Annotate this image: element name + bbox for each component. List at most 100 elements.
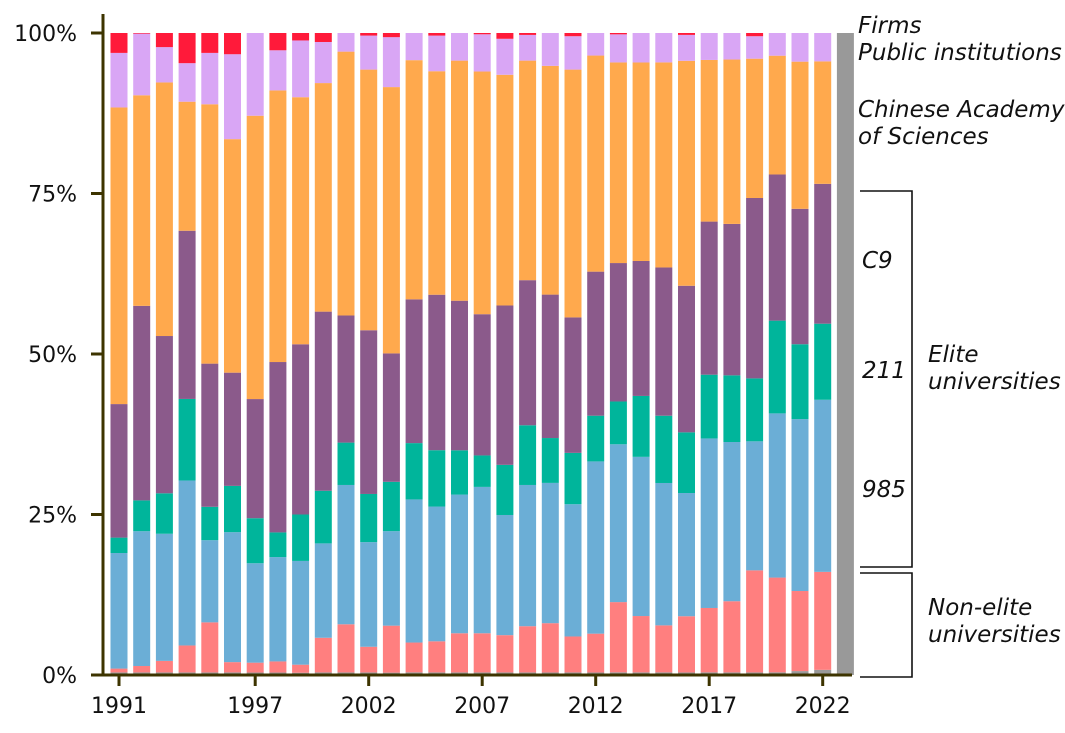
bar-public-2020 (768, 33, 786, 56)
bar-c9-1998 (269, 362, 287, 533)
bar-c211-1995 (201, 506, 219, 541)
bar-c211-2012 (587, 415, 605, 462)
bar-c985-1993 (155, 533, 173, 661)
label-985: 985 (862, 477, 906, 503)
bar-c985-2009 (519, 484, 537, 627)
bar-cas-1993 (155, 82, 173, 337)
bar-c9-1999 (292, 344, 310, 515)
bar-c9-2020 (768, 174, 786, 321)
annotations: Firms Public institutions Chinese Academ… (858, 13, 1065, 678)
bar-cas-1994 (178, 101, 196, 231)
bar-c985-1994 (178, 480, 196, 646)
bar-public-2001 (337, 33, 355, 52)
bar-cas-2021 (791, 61, 809, 209)
bar-public-2008 (496, 38, 514, 75)
bar-public-1996 (224, 54, 241, 140)
bar-nonelite-2007 (473, 633, 491, 673)
bar-cas-1998 (269, 90, 287, 363)
label-public-institutions: Public institutions (858, 40, 1062, 66)
bar-public-2005 (428, 35, 446, 72)
bar-c985-2002 (360, 542, 378, 647)
bar-c985-1999 (292, 560, 310, 665)
bar-c211-2011 (564, 452, 582, 505)
bar-nonelite-2003 (382, 625, 400, 673)
bar-nonelite-2000 (314, 637, 332, 673)
label-elite-line2: universities (928, 369, 1061, 395)
x-tick-label: 2002 (341, 694, 397, 719)
bar-public-2002 (360, 35, 378, 70)
bar-nonelite-1997 (246, 662, 264, 673)
bar-firms-1998 (269, 33, 287, 51)
bar-other-2023 (836, 33, 854, 675)
bar-c211-2006 (451, 450, 468, 495)
bar-c985-2021 (791, 419, 809, 591)
bar-firms-2002 (360, 33, 378, 36)
label-nonelite-line2: universities (928, 622, 1061, 648)
bar-c985-2005 (428, 506, 446, 642)
bar-c9-2022 (814, 183, 832, 324)
bar-c211-2014 (632, 395, 650, 457)
bar-c985-1997 (246, 563, 264, 663)
bar-c9-2019 (746, 197, 764, 379)
bar-cas-2014 (632, 62, 650, 261)
label-c9: C9 (862, 248, 893, 274)
bar-c9-2007 (473, 314, 491, 456)
bar-firms-1991 (110, 33, 128, 53)
bar-nonelite-1999 (292, 664, 310, 673)
bar-c211-1994 (178, 398, 196, 481)
bar-cas-2013 (609, 62, 627, 264)
bar-c985-1995 (201, 540, 219, 623)
label-nonelite-line1: Non-elite (928, 595, 1032, 621)
label-firms: Firms (858, 13, 921, 39)
bar-c985-2018 (723, 442, 741, 602)
bar-firms-1995 (201, 33, 219, 53)
bar-c211-2022 (814, 323, 832, 400)
bar-firms-2000 (314, 33, 332, 42)
bar-public-2018 (723, 33, 741, 60)
bar-c211-2021 (791, 344, 809, 420)
bar-c211-1997 (246, 518, 264, 564)
bar-c9-2014 (632, 260, 650, 396)
bar-c9-2009 (519, 280, 537, 426)
bar-c211-1996 (224, 485, 241, 533)
bar-firms-2005 (428, 33, 446, 36)
bar-c211-2019 (746, 378, 764, 442)
bar-c211-2015 (655, 415, 673, 483)
bar-nonelite-2005 (428, 641, 446, 673)
bar-c985-2008 (496, 514, 514, 636)
bar-nonelite-1993 (155, 660, 173, 673)
bar-c985-2007 (473, 486, 491, 634)
bar-nonelite-2010 (541, 623, 559, 673)
bar-nonelite-2015 (655, 625, 673, 673)
bar-cas-2016 (678, 60, 695, 286)
y-tick-label: 75% (28, 183, 77, 208)
bar-cas-2015 (655, 62, 673, 268)
bar-c985-2019 (746, 441, 764, 571)
bar-firms-1994 (178, 33, 196, 64)
x-tick-label: 2012 (568, 694, 624, 719)
bar-public-2015 (655, 33, 673, 63)
bar-c211-1998 (269, 532, 287, 558)
bar-cas-2018 (723, 59, 741, 224)
bar-c211-2001 (337, 442, 355, 485)
bar-other-2021 (791, 671, 809, 675)
bar-c9-1991 (110, 404, 128, 538)
bar-firms-2008 (496, 33, 514, 39)
bar-c9-2021 (791, 208, 809, 345)
bar-cas-2019 (746, 58, 764, 198)
x-tick-label: 1991 (91, 694, 147, 719)
bar-cas-2007 (473, 71, 491, 315)
bar-firms-2011 (564, 33, 582, 37)
bar-cas-2003 (382, 87, 400, 354)
bar-c211-2018 (723, 375, 741, 443)
bar-nonelite-2001 (337, 624, 355, 673)
bar-c9-2005 (428, 294, 446, 451)
elite-bracket (860, 190, 913, 568)
bar-c985-2010 (541, 482, 559, 624)
bar-c9-2011 (564, 317, 582, 453)
bar-cas-2008 (496, 74, 514, 306)
bar-c9-2004 (405, 299, 423, 444)
bar-cas-2005 (428, 71, 446, 295)
bar-c211-2016 (678, 432, 695, 494)
